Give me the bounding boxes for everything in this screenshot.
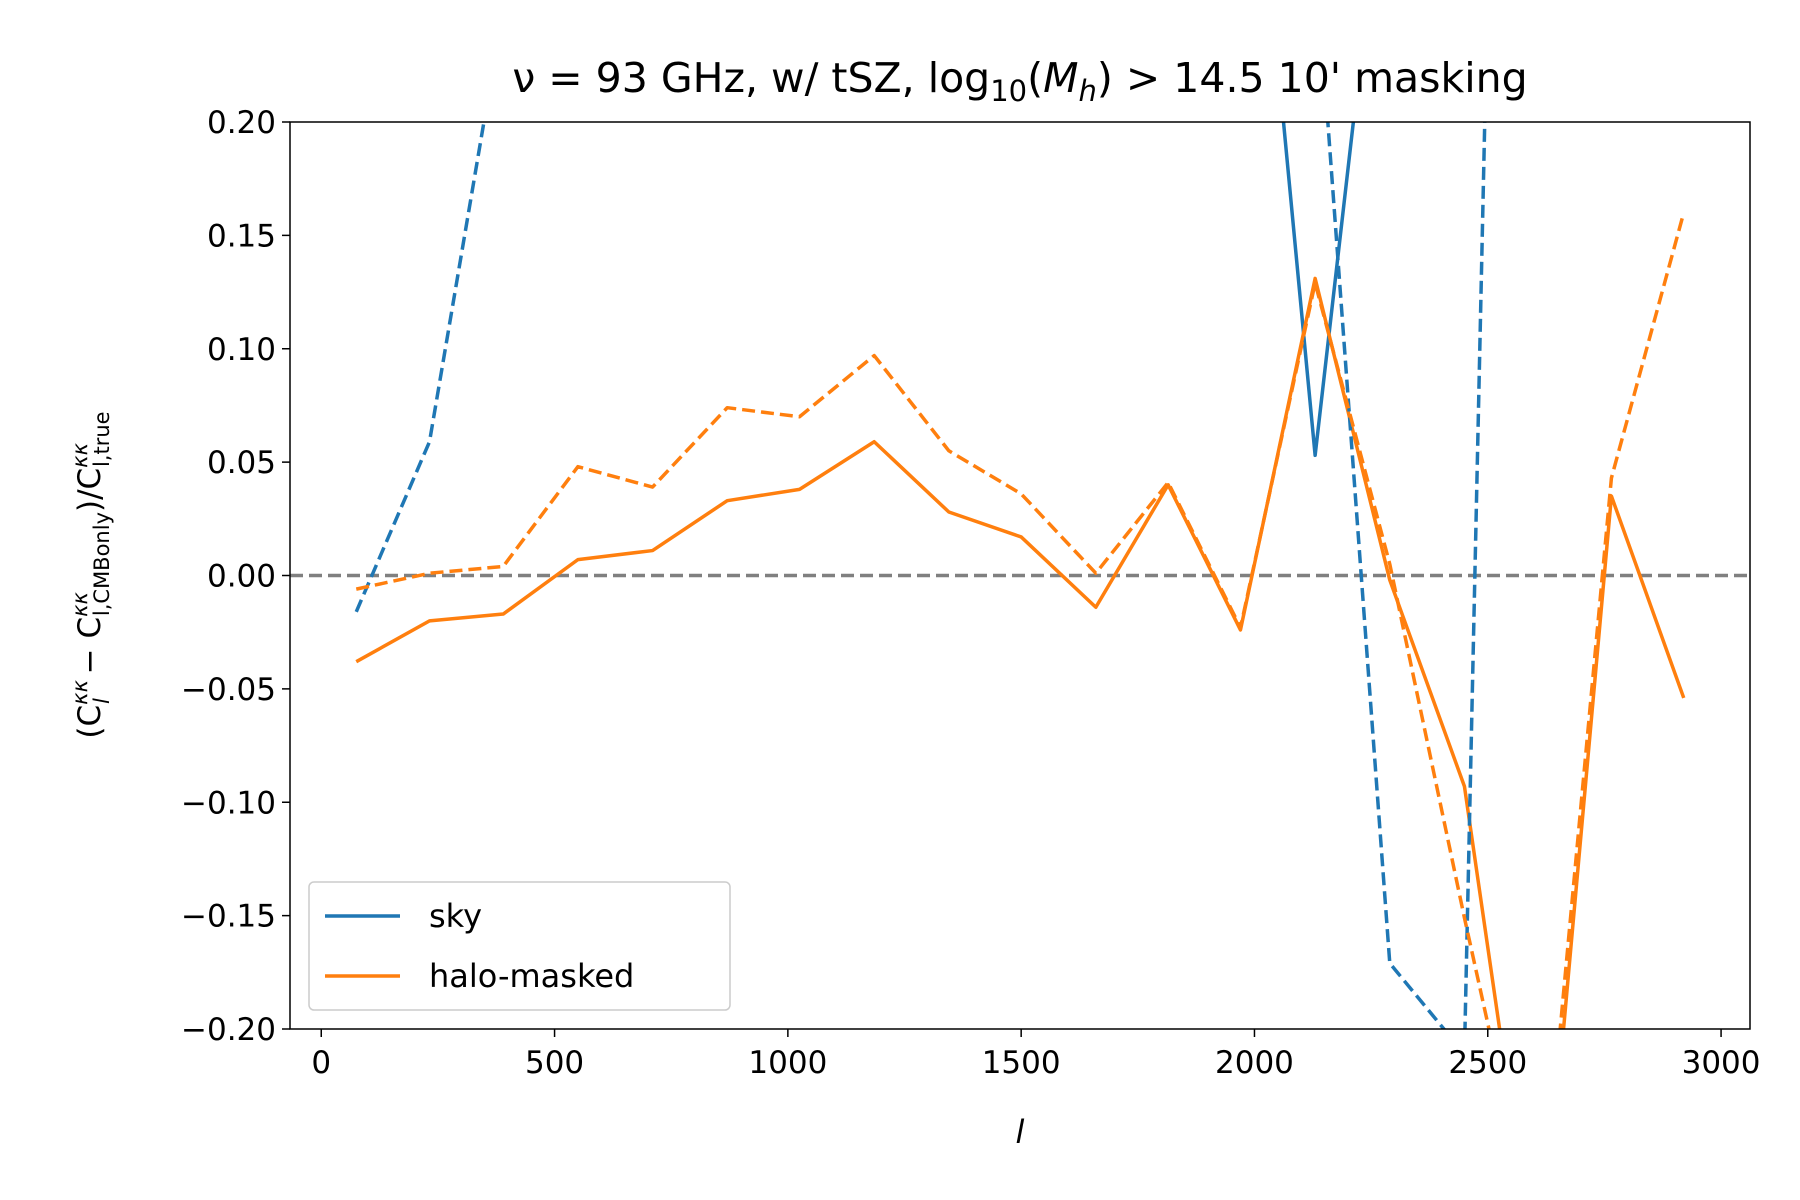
legend-label: halo-masked [429,957,634,995]
title-part: h [1078,74,1096,108]
title-part: ( [1027,54,1043,102]
legend-label: sky [429,897,482,935]
title-part: ) > 14.5 10' masking [1097,54,1528,102]
y-tick-label: −0.15 [181,899,276,935]
series-line [355,212,1686,1029]
ylabel-part: (C [72,705,108,739]
title-part: M [1043,54,1078,102]
y-tick-label: −0.05 [181,672,276,708]
title-part: 10 [990,74,1027,108]
x-axis-label: l [1016,1113,1025,1151]
x-tick-label: 3000 [1682,1045,1761,1081]
y-tick-label: −0.10 [181,785,276,821]
ylabel-part: κκ [68,592,92,617]
chart-title: ν = 93 GHz, w/ tSZ, log10(Mh) > 14.5 10'… [512,54,1527,108]
ylabel-part: l [90,698,114,704]
series-line [355,276,1686,1029]
series-line [354,122,1487,1029]
y-axis-label: (Cκκl − Cκκl,CMBonly)/Cκκl,true [68,411,114,738]
x-tick-label: 500 [525,1045,584,1081]
y-tick-label: 0.10 [207,332,276,368]
y-tick-label: 0.05 [207,445,276,481]
y-tick-label: −0.20 [181,1012,276,1048]
x-tick-label: 0 [311,1045,331,1081]
x-tick-label: 1000 [748,1045,827,1081]
y-tick-label: 0.15 [207,218,276,254]
ylabel-part: κκ [68,442,92,467]
ylabel-part: l,CMBonly [90,512,114,616]
title-part: ν = 93 GHz, w/ tSZ, log [512,54,990,102]
plot-area [290,122,1750,1029]
x-tick-label: 2000 [1215,1045,1294,1081]
ylabel-part: − C [72,617,108,684]
ylabel-part: )/C [72,468,108,512]
ylabel-part: κκ [68,679,92,704]
x-tick-label: 2500 [1448,1045,1527,1081]
series-line [1281,122,1356,458]
y-tick-label: 0.00 [207,559,276,595]
plot-frame [289,121,1751,1030]
x-tick-label: 1500 [982,1045,1061,1081]
legend-box [308,881,731,1011]
y-tick-label: 0.20 [207,105,276,141]
ylabel-part: l,true [90,411,114,467]
